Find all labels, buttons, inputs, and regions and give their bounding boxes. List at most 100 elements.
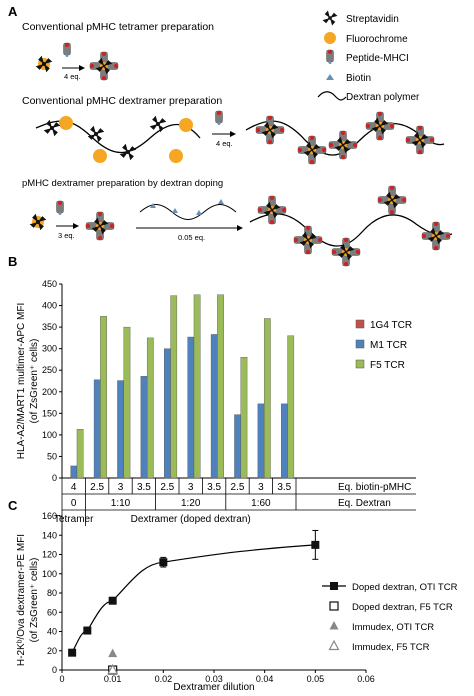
pmhc-tetramer-icon bbox=[378, 186, 406, 214]
category-label: 3.5 bbox=[137, 482, 151, 493]
legend-streptavidin: Streptavidin bbox=[346, 14, 399, 25]
x-tick-label: 0.05 bbox=[307, 674, 325, 684]
y-tick-label: 300 bbox=[42, 344, 57, 354]
panel-a-legend: Streptavidin Fluorochrome Peptide-MHCI B… bbox=[317, 9, 420, 103]
panel-b-ylabel: HLA-A2/MART1 multimer-APC MFI (of ZsGree… bbox=[16, 303, 40, 460]
y-tick-label: 0 bbox=[52, 473, 57, 483]
bar-f5-tcr bbox=[263, 318, 271, 479]
fluorochrome-icon bbox=[324, 32, 336, 44]
y-tick-label: 140 bbox=[42, 530, 57, 540]
fluorochrome-icon bbox=[169, 149, 183, 163]
panel-c-ylabel: H-2Kᵇ/Ova dextramer-PE MFI (of ZsGreen⁺ … bbox=[16, 534, 40, 666]
data-point bbox=[108, 648, 118, 658]
y-tick-label: 400 bbox=[42, 301, 57, 311]
data-point bbox=[108, 596, 117, 605]
bar-m1-tcr bbox=[93, 379, 101, 479]
legend-entry: M1 TCR bbox=[370, 340, 407, 351]
pmhc-tetramer-icon bbox=[256, 116, 284, 144]
x-tick-label: 0.03 bbox=[205, 674, 223, 684]
multimer-type-label: Dextramer (doped dextran) bbox=[131, 514, 251, 525]
bar-f5-tcr bbox=[193, 294, 201, 479]
legend-entry: 1G4 TCR bbox=[370, 320, 412, 331]
panel-a: A Conventional pMHC tetramer preparation… bbox=[8, 4, 453, 266]
data-point bbox=[159, 558, 168, 567]
y-tick-label: 450 bbox=[42, 279, 57, 289]
row1-label: Eq. biotin-pMHC bbox=[338, 482, 411, 493]
bar-m1-tcr bbox=[281, 403, 288, 479]
fluorochrome-icon bbox=[179, 118, 193, 132]
x-tick-label: 0.06 bbox=[357, 674, 375, 684]
doping-prep-scheme: 3 eq. 0.05 eq. bbox=[29, 186, 453, 266]
panel-c-ylabel-line2: (of ZsGreen⁺ cells) bbox=[29, 558, 40, 643]
biotin-icon bbox=[150, 199, 224, 215]
pmhc-tetramer-icon bbox=[294, 226, 322, 254]
y-tick-label: 150 bbox=[42, 408, 57, 418]
peptide-mhc-icon bbox=[56, 200, 64, 216]
bar-f5-tcr bbox=[240, 357, 248, 479]
legend-entry: Immudex, F5 TCR bbox=[352, 642, 430, 653]
dextran-eq-label: 1:20 bbox=[181, 498, 201, 509]
panel-b-legend: 1G4 TCR M1 TCR F5 TCR bbox=[355, 319, 412, 371]
panel-b-ylabel-line1: HLA-A2/MART1 multimer-APC MFI bbox=[16, 303, 27, 460]
peptide-mhc-icon bbox=[215, 110, 223, 126]
x-tick-label: 0 bbox=[59, 674, 64, 684]
y-tick-label: 250 bbox=[42, 365, 57, 375]
bar-f5-tcr bbox=[217, 294, 224, 479]
bar-m1-tcr bbox=[210, 334, 218, 479]
bar-f5-tcr bbox=[100, 316, 107, 479]
pmhc-tetramer-icon bbox=[298, 136, 326, 164]
y-tick-label: 350 bbox=[42, 322, 57, 332]
biotin-icon bbox=[326, 74, 334, 80]
arrow-label: 4 eq. bbox=[64, 72, 81, 81]
pmhc-tetramer-icon bbox=[86, 212, 114, 240]
bar-m1-tcr bbox=[117, 380, 124, 479]
dextran-eq-label: 0 bbox=[71, 498, 77, 509]
legend-entry: Doped dextran, F5 TCR bbox=[352, 602, 453, 613]
streptavidin-fluorochrome-icon bbox=[35, 55, 53, 73]
pmhc-tetramer-icon bbox=[332, 238, 360, 266]
dextramer-prep-title: Conventional pMHC dextramer preparation bbox=[22, 95, 222, 107]
category-label: 3.5 bbox=[207, 482, 221, 493]
data-point bbox=[83, 626, 92, 635]
dextran-eq-label: 1:10 bbox=[111, 498, 131, 509]
row2-label: Eq. Dextran bbox=[338, 498, 391, 509]
y-tick-label: 40 bbox=[47, 627, 57, 637]
panel-c-legend: Doped dextran, OTI TCR Doped dextran, F5 … bbox=[322, 582, 458, 653]
legend-marker bbox=[328, 639, 340, 651]
streptavidin-icon bbox=[321, 9, 339, 27]
legend-fluorochrome: Fluorochrome bbox=[346, 34, 408, 45]
pmhc-tetramer-icon bbox=[422, 222, 450, 250]
legend-swatch bbox=[355, 359, 365, 369]
peptide-mhc-icon bbox=[63, 42, 71, 58]
y-tick-label: 60 bbox=[47, 607, 57, 617]
y-tick-label: 200 bbox=[42, 387, 57, 397]
bar-m1-tcr bbox=[140, 376, 148, 479]
y-tick-label: 50 bbox=[47, 451, 57, 461]
pmhc-tetramer-icon bbox=[366, 112, 394, 140]
bar-m1-tcr bbox=[164, 348, 171, 479]
category-label: 3 bbox=[118, 482, 124, 493]
panel-b: B HLA-A2/MART1 multimer-APC MFI (of ZsGr… bbox=[8, 254, 416, 526]
fit-curve bbox=[71, 544, 316, 653]
category-label: 2.5 bbox=[231, 482, 245, 493]
pmhc-tetramer-icon bbox=[406, 126, 434, 154]
biotinylated-dextran bbox=[139, 204, 237, 220]
panel-c: C H-2Kᵇ/Ova dextramer-PE MFI (of ZsGreen… bbox=[8, 498, 458, 693]
y-tick-label: 80 bbox=[47, 588, 57, 598]
data-point bbox=[107, 663, 119, 675]
legend-marker bbox=[329, 621, 339, 630]
panel-c-ylabel-line1: H-2Kᵇ/Ova dextramer-PE MFI bbox=[16, 534, 27, 666]
dextramer-prep-scheme: 4 eq. bbox=[35, 110, 445, 164]
panel-b-label: B bbox=[8, 254, 17, 269]
tetramer-prep-scheme: 4 eq. bbox=[35, 42, 118, 81]
category-label: 2.5 bbox=[90, 482, 104, 493]
y-tick-label: 20 bbox=[47, 646, 57, 656]
panel-c-axes: 0 20 40 60 80 100 120 140 160 0 0.01 0.02 0.03 0.04 0.… bbox=[42, 511, 375, 684]
dextran-eq-label: 1:60 bbox=[251, 498, 271, 509]
streptavidin-fluorochrome-icon bbox=[29, 213, 47, 231]
legend-biotin: Biotin bbox=[346, 73, 371, 84]
fluorochrome-icon bbox=[59, 116, 73, 130]
legend-swatch bbox=[355, 319, 365, 329]
data-point bbox=[311, 540, 320, 549]
